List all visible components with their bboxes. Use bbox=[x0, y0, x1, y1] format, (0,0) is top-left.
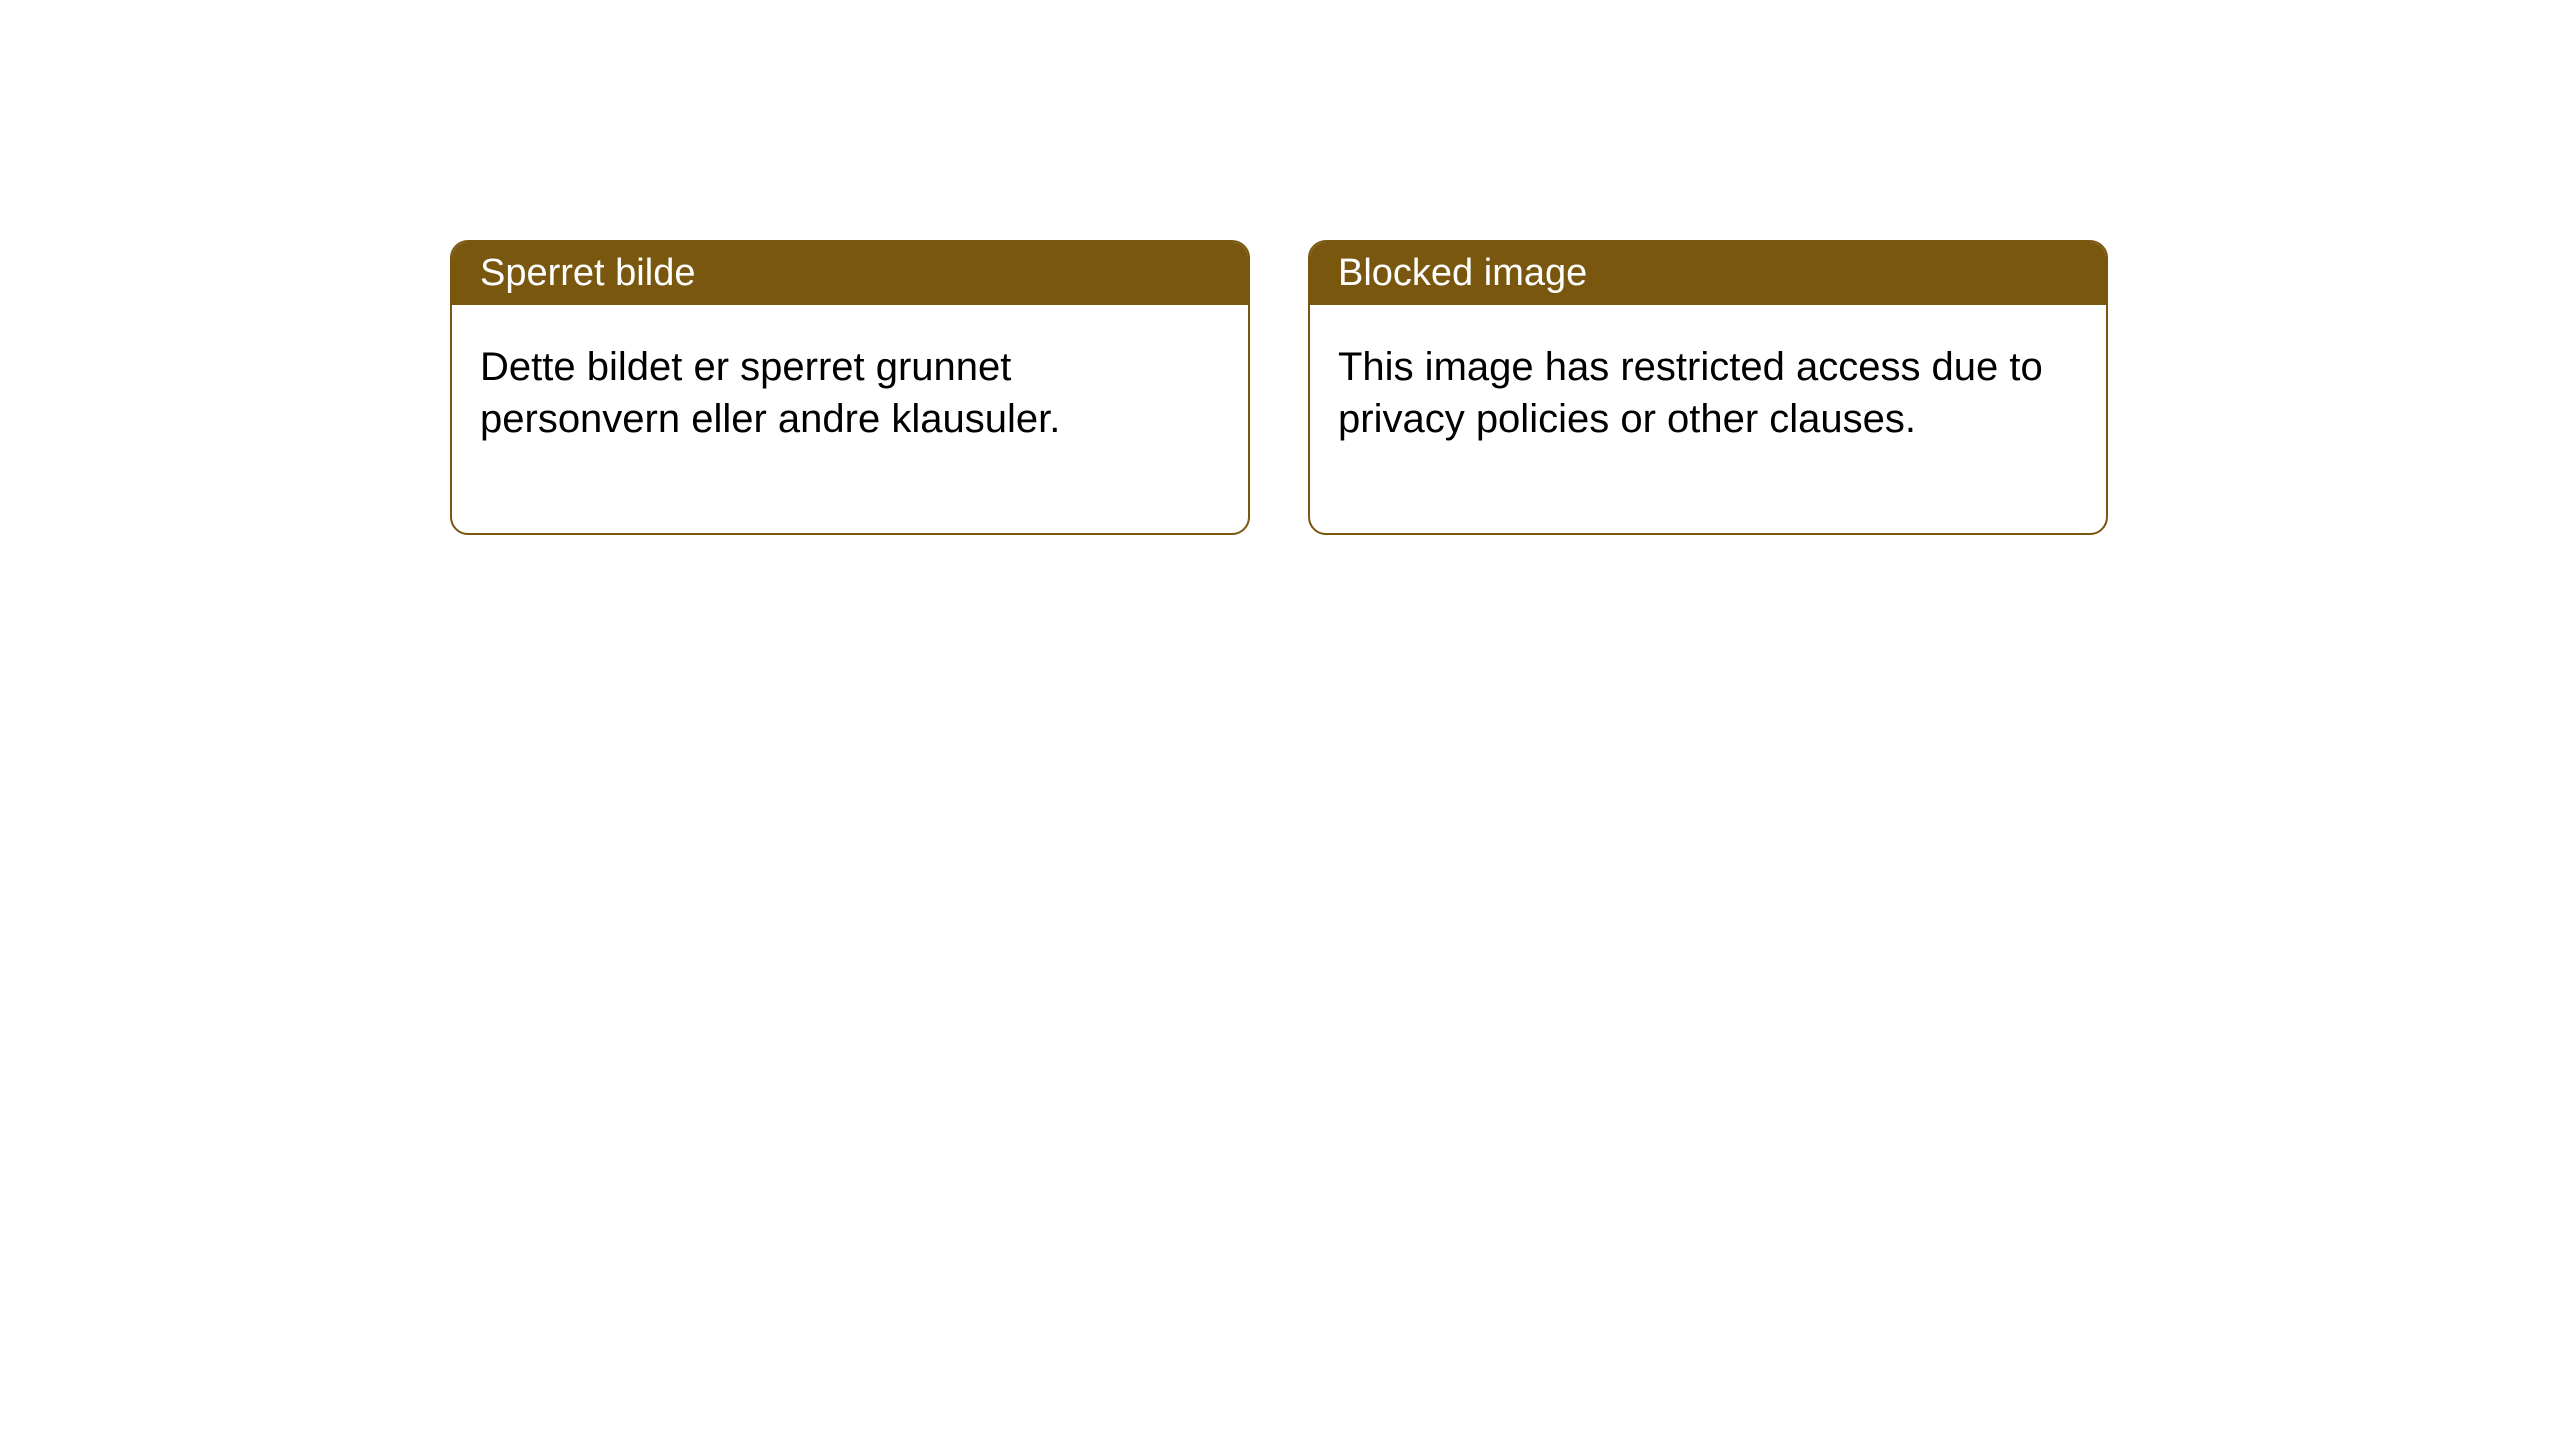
panel-english: Blocked image This image has restricted … bbox=[1308, 240, 2108, 535]
panel-title-norwegian: Sperret bilde bbox=[452, 242, 1248, 305]
panel-norwegian: Sperret bilde Dette bildet er sperret gr… bbox=[450, 240, 1250, 535]
panel-body-english: This image has restricted access due to … bbox=[1310, 305, 2106, 533]
panel-body-norwegian: Dette bildet er sperret grunnet personve… bbox=[452, 305, 1248, 533]
panels-container: Sperret bilde Dette bildet er sperret gr… bbox=[450, 240, 2108, 535]
panel-title-english: Blocked image bbox=[1310, 242, 2106, 305]
